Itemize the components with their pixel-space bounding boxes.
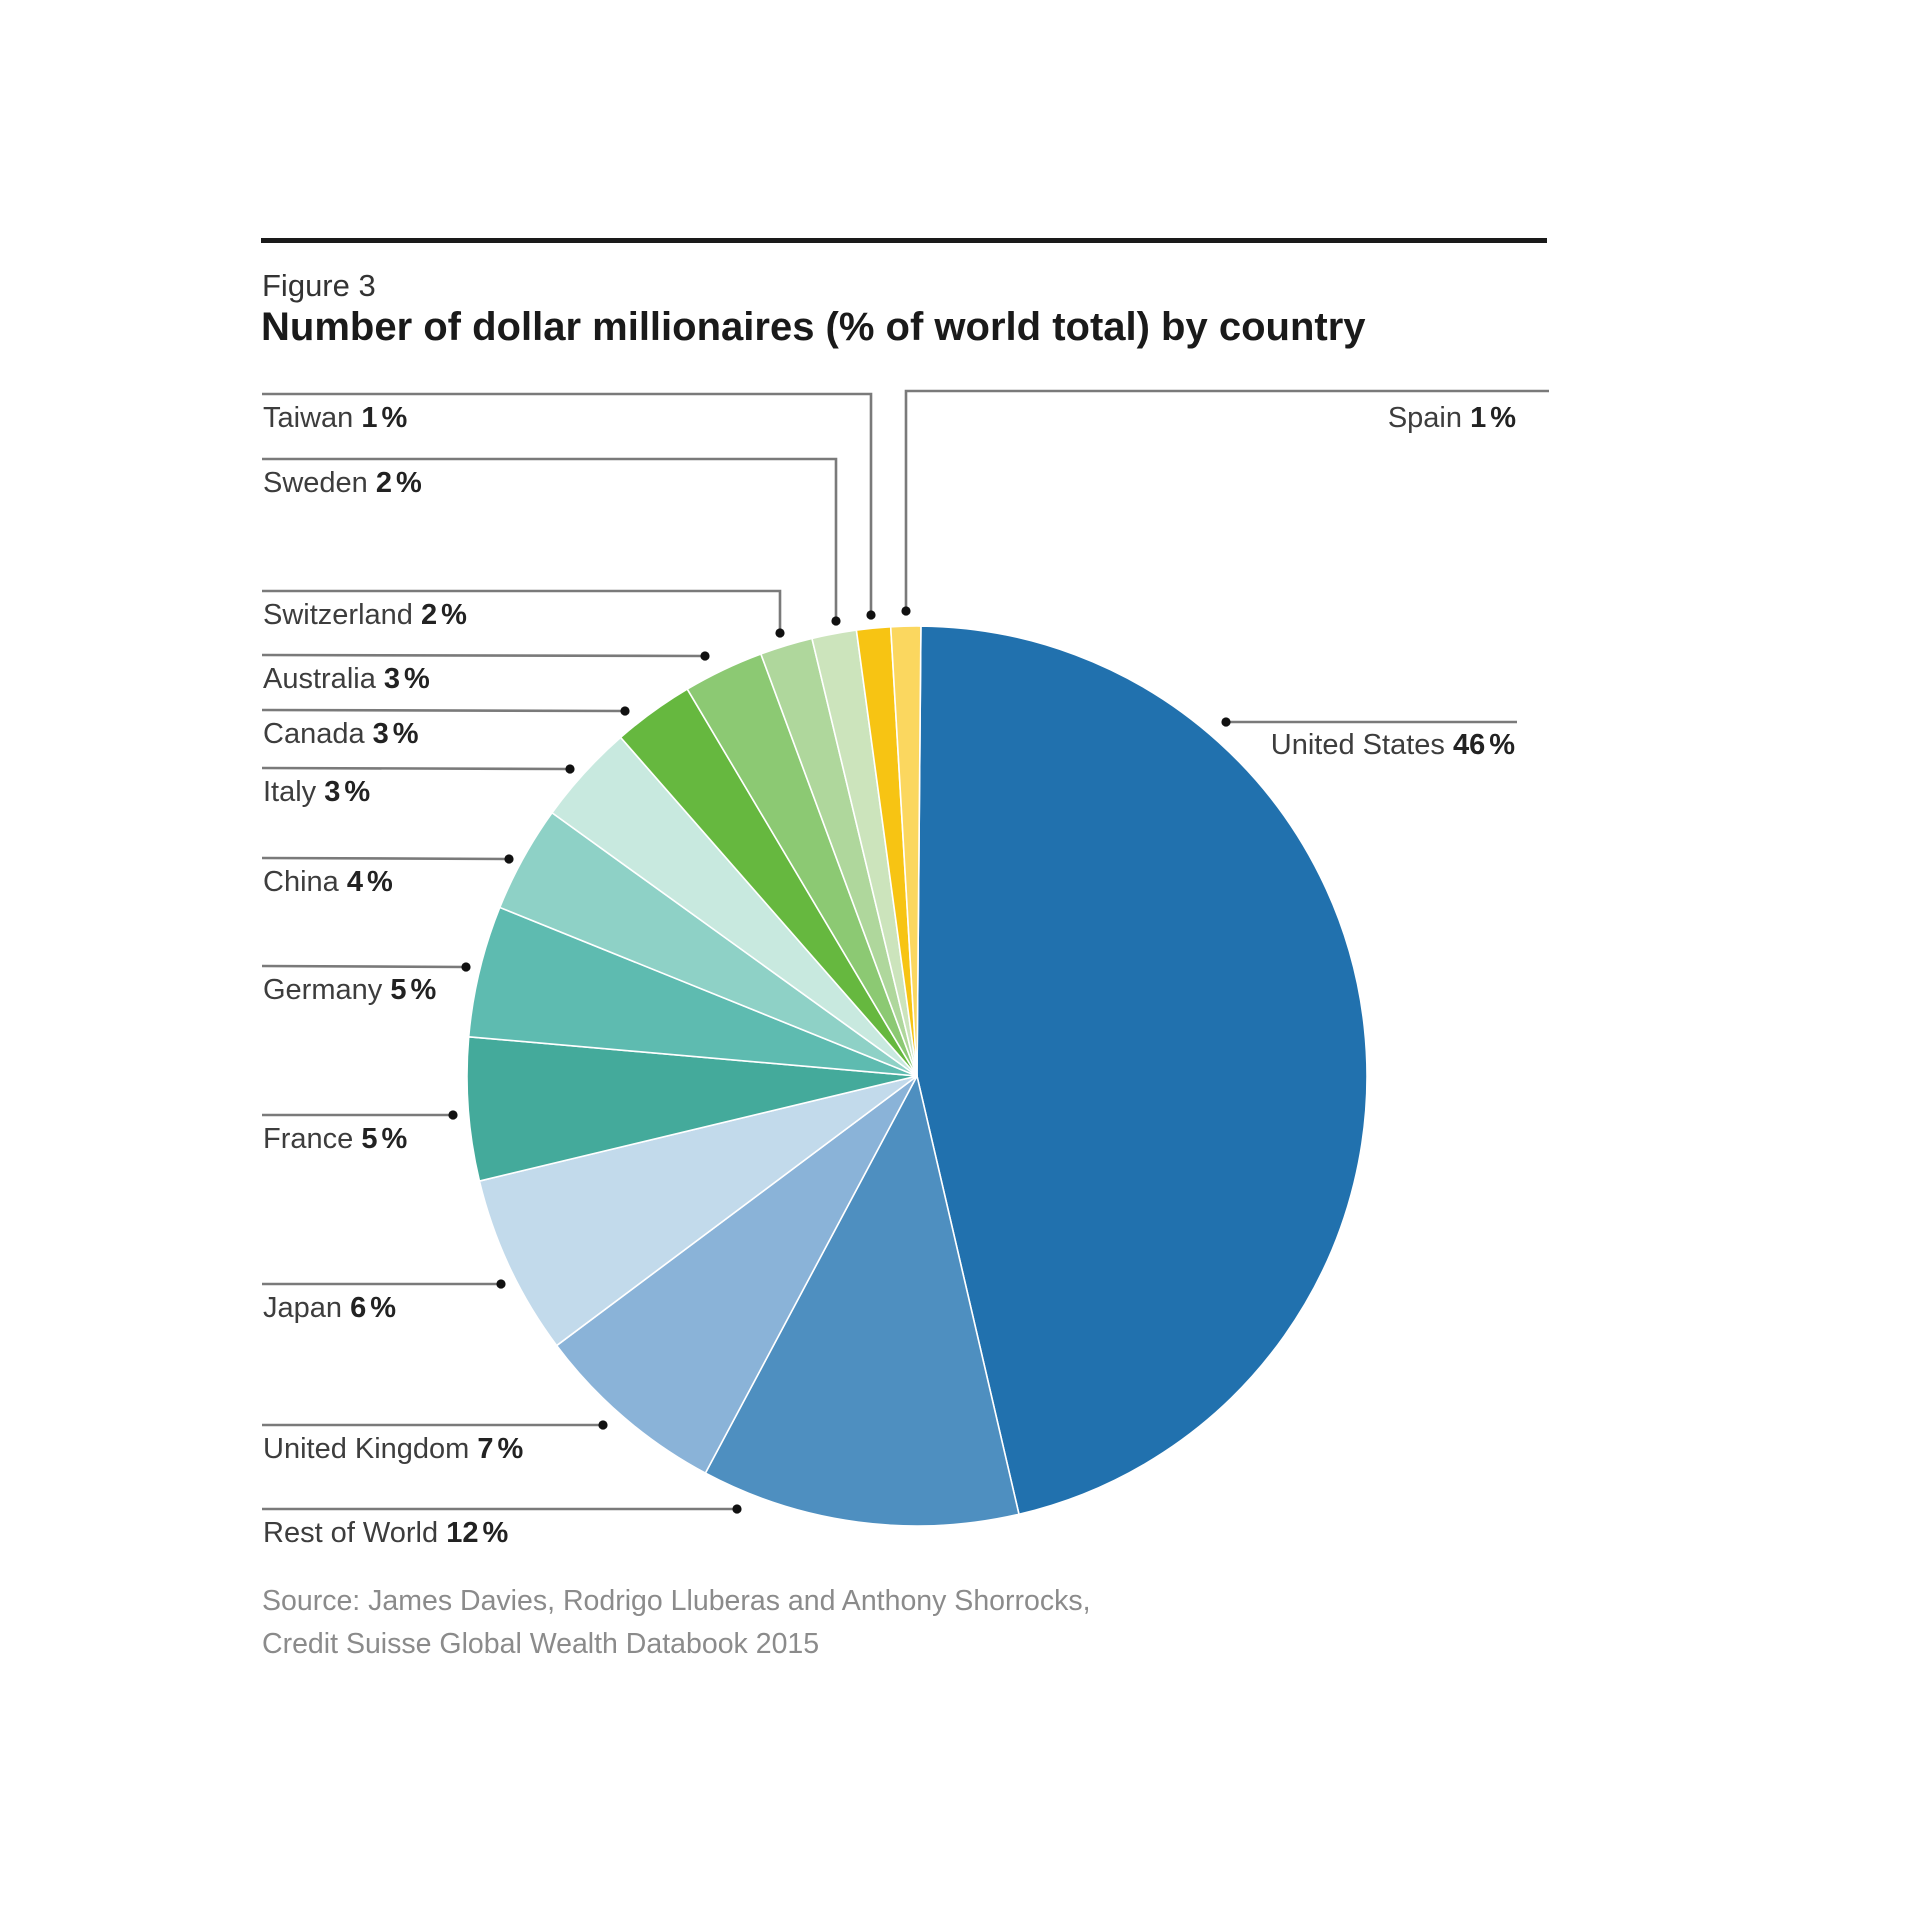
svg-text:Sweden 2%: Sweden 2%	[263, 467, 422, 499]
svg-text:United Kingdom 7%: United Kingdom 7%	[263, 1433, 524, 1465]
svg-text:Figure 3: Figure 3	[262, 268, 376, 303]
svg-text:United States 46%: United States 46%	[1271, 729, 1515, 761]
svg-text:Spain 1%: Spain 1%	[1388, 402, 1516, 434]
svg-text:Rest of World 12%: Rest of World 12%	[263, 1517, 508, 1549]
svg-text:Canada 3%: Canada 3%	[263, 718, 419, 750]
svg-text:China 4%: China 4%	[263, 866, 393, 898]
svg-text:Number of dollar millionaires: Number of dollar millionaires (% of worl…	[261, 305, 1366, 349]
svg-text:France 5%: France 5%	[263, 1123, 407, 1155]
svg-text:Taiwan 1%: Taiwan 1%	[263, 402, 407, 434]
svg-text:Australia 3%: Australia 3%	[263, 663, 430, 695]
svg-text:Japan 6%: Japan 6%	[263, 1292, 396, 1324]
svg-text:Italy 3%: Italy 3%	[263, 776, 370, 808]
svg-text:Germany 5%: Germany 5%	[263, 974, 436, 1006]
svg-text:Switzerland 2%: Switzerland 2%	[263, 599, 467, 631]
svg-text:Source: James Davies, Rodrigo: Source: James Davies, Rodrigo Lluberas a…	[262, 1585, 1091, 1617]
svg-text:Credit Suisse Global Wealth Da: Credit Suisse Global Wealth Databook 201…	[262, 1628, 819, 1660]
